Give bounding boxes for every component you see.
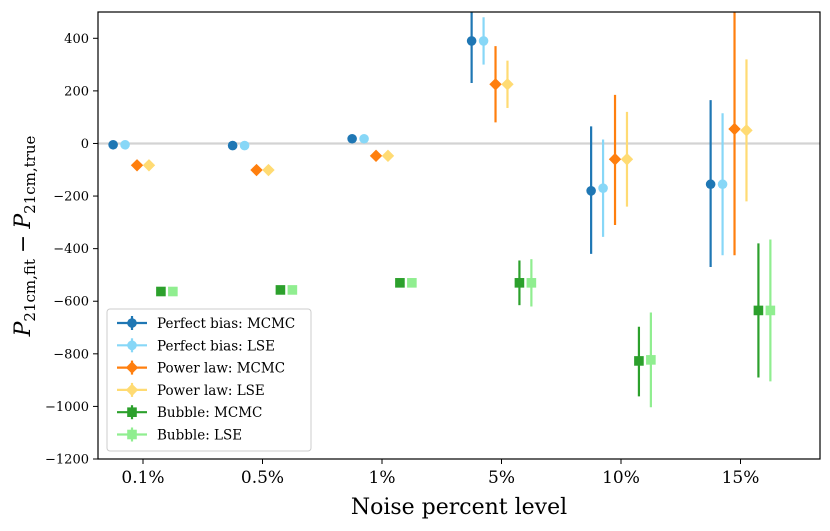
legend-label: Power law: LSE xyxy=(157,383,265,399)
data-point xyxy=(634,356,644,366)
data-point xyxy=(275,285,286,295)
data-point xyxy=(753,305,764,316)
legend-marker xyxy=(127,318,137,328)
y-tick-label: 0 xyxy=(81,137,89,152)
y-tick-label: 200 xyxy=(64,84,89,99)
y-tick-label: −1200 xyxy=(45,453,89,468)
data-point xyxy=(608,153,622,166)
x-tick-label: 10% xyxy=(602,468,640,488)
legend-entry: Power law: MCMC xyxy=(117,360,285,377)
data-point xyxy=(130,159,144,172)
data-point xyxy=(168,286,178,297)
legend-marker xyxy=(127,429,137,440)
legend-label: Bubble: MCMC xyxy=(157,405,262,421)
data-point xyxy=(239,140,250,151)
data-point xyxy=(526,278,537,288)
legend-label: Perfect bias: LSE xyxy=(157,338,275,354)
series-1 xyxy=(120,17,728,256)
y-axis-title-sub2: 21cm,true xyxy=(21,135,39,213)
data-point xyxy=(120,139,130,150)
y-axis-title-sub1: 21cm,fit xyxy=(21,259,39,322)
data-point xyxy=(156,286,166,297)
x-tick-label: 15% xyxy=(722,468,760,488)
data-point xyxy=(598,183,608,193)
data-point xyxy=(586,186,596,196)
y-axis-title-p2: P xyxy=(11,213,36,230)
data-point xyxy=(765,305,776,316)
legend-label: Bubble: LSE xyxy=(157,428,242,444)
data-point xyxy=(501,78,514,91)
legend-entry: Bubble: LSE xyxy=(117,427,242,444)
data-point xyxy=(728,122,741,136)
y-tick-label: 400 xyxy=(64,32,89,47)
x-tick-label: 1% xyxy=(369,468,396,488)
data-point xyxy=(250,163,263,177)
x-tick-label: 5% xyxy=(488,468,515,488)
data-point xyxy=(705,179,716,190)
legend-box xyxy=(106,308,312,452)
y-tick-label: −200 xyxy=(53,190,89,205)
x-axis-title: Noise percent level xyxy=(351,495,567,520)
data-point xyxy=(287,285,298,295)
legend-entry: Power law: LSE xyxy=(117,382,265,399)
y-axis-title-p1: P xyxy=(11,320,36,337)
y-tick-label: −800 xyxy=(53,347,89,362)
data-point xyxy=(395,278,405,288)
series-4 xyxy=(156,243,764,397)
legend-entry: Perfect bias: MCMC xyxy=(117,316,295,332)
y-tick-label: −1000 xyxy=(45,400,89,415)
data-point xyxy=(347,133,357,144)
series-0 xyxy=(108,12,716,268)
legend-marker xyxy=(127,407,137,417)
legend: Perfect bias: MCMC Perfect bias: LSE Power… xyxy=(106,308,312,452)
legend-label: Perfect bias: MCMC xyxy=(157,316,295,332)
legend-marker xyxy=(125,383,139,397)
data-point xyxy=(620,153,634,166)
y-axis-title: P21cm,fit−P21cm,true xyxy=(11,135,39,337)
data-point xyxy=(740,124,753,137)
legend-entry: Perfect bias: LSE xyxy=(117,338,275,354)
legend-entry: Bubble: MCMC xyxy=(117,405,262,421)
y-tick-label: −400 xyxy=(53,242,89,257)
y-axis-title-minus: − xyxy=(11,235,36,253)
data-point xyxy=(262,163,275,177)
legend-marker xyxy=(127,340,137,351)
legend-marker xyxy=(125,361,139,374)
data-point xyxy=(108,139,118,150)
data-point xyxy=(359,133,369,144)
series-5 xyxy=(168,239,776,408)
legend-label: Power law: MCMC xyxy=(157,361,285,377)
plot-frame xyxy=(97,11,821,460)
series-2 xyxy=(130,12,741,256)
data-point xyxy=(407,278,417,288)
data-point xyxy=(142,159,156,172)
x-tick-label: 0.1% xyxy=(121,468,164,488)
data-point xyxy=(227,140,238,151)
data-point xyxy=(478,36,489,46)
data-point xyxy=(489,78,502,91)
data-point xyxy=(646,355,656,365)
data-point xyxy=(369,149,383,163)
data-point xyxy=(717,179,728,190)
series-3 xyxy=(142,59,753,207)
y-tick-label: −600 xyxy=(53,295,89,310)
data-point xyxy=(466,36,477,46)
data-point xyxy=(381,149,395,163)
x-tick-label: 0.5% xyxy=(241,468,284,488)
data-point xyxy=(514,278,525,288)
